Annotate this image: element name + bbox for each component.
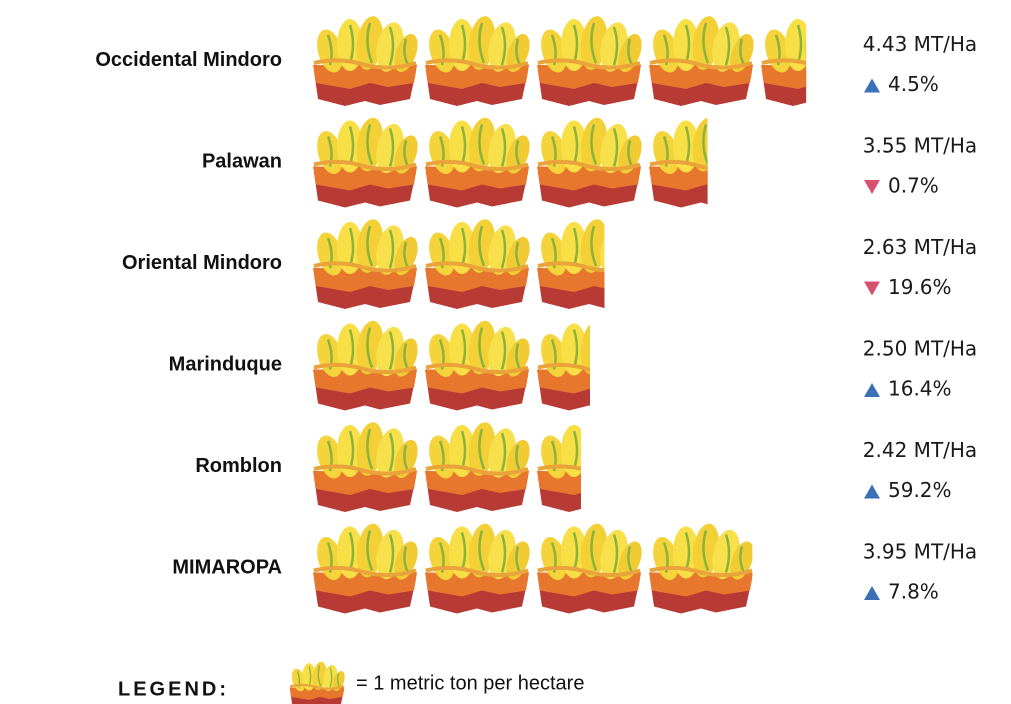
category-label: Oriental Mindoro (122, 252, 282, 274)
legend-text: = 1 metric ton per hectare (356, 672, 584, 694)
icon-bar (310, 216, 605, 311)
change-label: 19.6% (888, 275, 952, 299)
change-label: 16.4% (888, 377, 952, 401)
category-label: Occidental Mindoro (95, 49, 282, 71)
icon (534, 114, 644, 210)
rows: Occidental Mindoro 4.43 MT/Ha 4.5% Palawan 3… (95, 13, 977, 616)
icon (310, 419, 420, 514)
icon (534, 216, 605, 311)
icon (310, 520, 420, 616)
legend-title: LEGEND: (118, 678, 229, 700)
icon-bar (310, 419, 582, 514)
change-label: 7.8% (888, 580, 939, 604)
change-label: 0.7% (888, 174, 939, 198)
up-arrow (864, 78, 880, 93)
icon (422, 216, 532, 311)
icon-bar (310, 13, 807, 108)
legend-icon (288, 660, 349, 704)
icon (422, 13, 532, 108)
icon (310, 114, 420, 210)
icon (422, 419, 532, 514)
category-label: Palawan (202, 150, 282, 172)
icon (646, 520, 753, 616)
value-label: 2.50 MT/Ha (863, 337, 977, 361)
up-arrow (864, 586, 880, 600)
category-label: Marinduque (169, 353, 282, 375)
change-label: 59.2% (888, 478, 952, 502)
icon (422, 317, 532, 413)
icon (310, 317, 420, 413)
icon (534, 419, 582, 514)
icon (422, 520, 532, 616)
up-arrow (864, 484, 880, 499)
icon (534, 317, 590, 413)
icon-bar (310, 114, 708, 210)
change-label: 4.5% (888, 72, 939, 96)
value-label: 3.55 MT/Ha (863, 134, 977, 158)
up-arrow (864, 383, 880, 397)
category-label: Romblon (195, 455, 282, 477)
icon-bar (310, 317, 590, 413)
icon (534, 13, 644, 108)
icon-bar (310, 520, 753, 616)
icon (534, 520, 644, 616)
icon (646, 13, 756, 108)
icon (758, 13, 807, 108)
icon (310, 216, 420, 311)
value-label: 2.42 MT/Ha (863, 438, 977, 462)
category-label: MIMAROPA (172, 556, 282, 578)
icon (422, 114, 532, 210)
down-arrow (864, 281, 880, 296)
value-label: 2.63 MT/Ha (863, 235, 977, 259)
down-arrow (864, 180, 880, 194)
value-label: 4.43 MT/Ha (863, 32, 977, 56)
value-label: 3.95 MT/Ha (863, 540, 977, 564)
icon (646, 114, 708, 210)
icon (310, 13, 420, 108)
